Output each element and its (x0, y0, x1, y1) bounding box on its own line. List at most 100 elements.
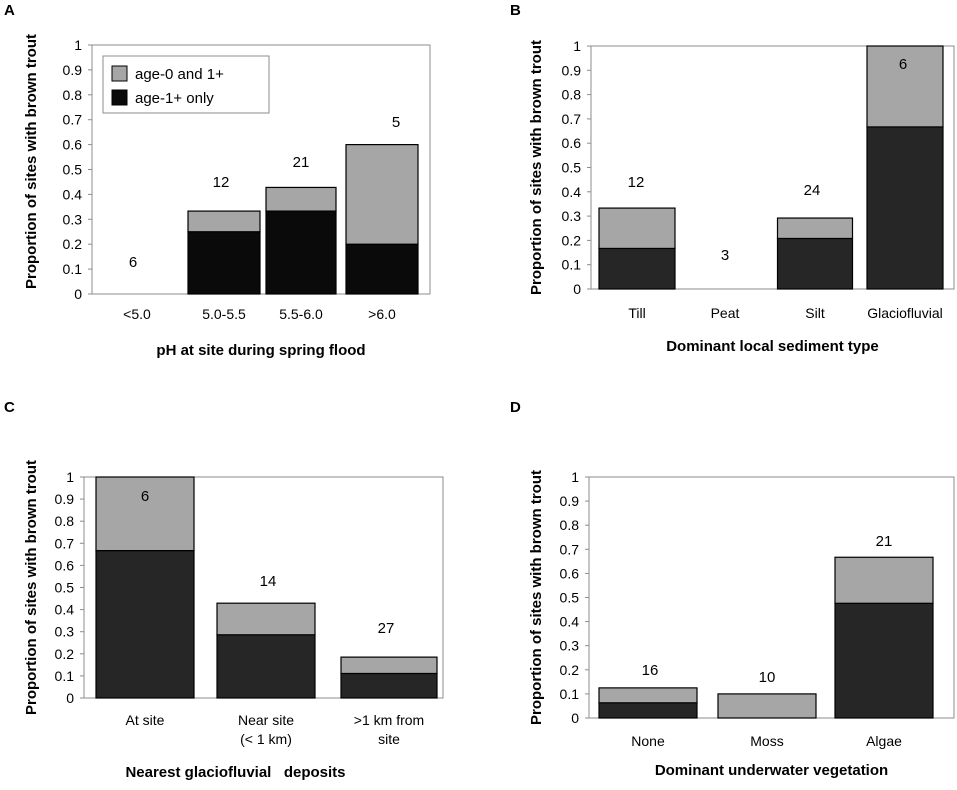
bar-segment-age-0-and-1- (95, 476, 195, 552)
y-tick-label: 0.7 (560, 541, 580, 557)
count-label: 21 (876, 533, 893, 550)
bar-segment-age-1-only (187, 231, 261, 295)
y-tick-label: 0.8 (560, 517, 580, 533)
y-tick-label: 0.4 (562, 184, 582, 200)
y-tick-label: 0.9 (63, 62, 83, 78)
panel-a: A 0 0.1 0.2 0.3 0.4 0.5 0.6 0.7 0.8 0.9 1 <5.0 6 5.0-5… (4, 2, 431, 359)
legend-swatch (111, 89, 128, 106)
y-tick-label: 0.1 (63, 261, 83, 277)
y-tick-label: 1 (573, 38, 581, 54)
count-label: 14 (260, 573, 277, 590)
y-axis-title: Proportion of sites with brown trout (528, 470, 545, 725)
y-tick-label: 0.7 (63, 112, 83, 128)
panel-letter: A (4, 2, 15, 19)
y-tick-label: 0.5 (55, 580, 75, 596)
x-axis-title: Nearest glaciofluvial deposits (125, 764, 345, 781)
x-tick-label: Glaciofluvial (867, 305, 942, 321)
panel-letter: C (4, 399, 15, 416)
y-tick-label: 0.6 (55, 557, 75, 573)
count-label: 5 (392, 114, 400, 131)
y-tick-label: 0.7 (55, 535, 75, 551)
count-label: 24 (804, 182, 821, 199)
legend-box (102, 55, 270, 114)
x-tick-label: 5.5-6.0 (279, 306, 323, 322)
y-tick-label: 0.2 (560, 662, 580, 678)
count-label: 27 (378, 620, 395, 637)
y-tick-label: 0 (74, 286, 82, 302)
bar-segment-age-1-only (776, 237, 854, 290)
y-tick-label: 0.6 (560, 565, 580, 581)
x-tick-label: Moss (750, 733, 783, 749)
y-tick-label: 0.4 (63, 186, 83, 202)
bar-segment-age-1-only (866, 126, 944, 290)
bar-segment-age-0-and-1- (598, 687, 698, 704)
bar-segment-age-0-and-1- (598, 207, 676, 250)
x-tick-label: 5.0-5.5 (202, 306, 246, 322)
y-axis-title: Proportion of sites with brown trout (23, 460, 40, 715)
bar-segment-age-0-and-1- (187, 210, 261, 233)
y-tick-label: 0.6 (63, 137, 83, 153)
x-axis-title: pH at site during spring flood (156, 342, 365, 359)
x-tick-label: >1 km from site (354, 712, 424, 747)
y-tick-label: 0.4 (55, 602, 75, 618)
count-label: 12 (213, 174, 230, 191)
bar-segment-age-1-only (345, 243, 419, 295)
count-label: 12 (628, 174, 645, 191)
y-tick-label: 1 (74, 37, 82, 53)
bar-segment-age-1-only (598, 247, 676, 290)
bar-segment-age-0-and-1- (776, 217, 854, 240)
x-tick-label: Till (628, 305, 645, 321)
panel-letter: D (510, 399, 521, 416)
bar-segment-age-1-only (216, 634, 316, 699)
y-tick-label: 0.3 (63, 211, 83, 227)
y-axis-title: Proportion of sites with brown trout (23, 34, 40, 289)
x-tick-label: <5.0 (123, 306, 151, 322)
y-tick-label: 0.8 (562, 87, 582, 103)
panel-letter: B (510, 2, 521, 19)
y-tick-label: 0 (573, 281, 581, 297)
y-tick-label: 0.9 (55, 491, 75, 507)
x-tick-label: >6.0 (368, 306, 396, 322)
y-tick-label: 0.2 (55, 646, 75, 662)
bar-segment-age-0-and-1- (717, 693, 817, 719)
panel-c: C 0 0.1 0.2 0.3 0.4 0.5 0.6 0.7 0.8 0.9 1 At site 6 Ne… (4, 399, 444, 781)
y-tick-label: 0.1 (560, 686, 580, 702)
y-tick-label: 0.6 (562, 135, 582, 151)
bar-segment-age-0-and-1- (345, 144, 419, 245)
legend-label: age-1+ only (135, 90, 214, 107)
y-tick-label: 0.5 (63, 162, 83, 178)
bar-segment-age-0-and-1- (866, 45, 944, 128)
y-tick-label: 1 (66, 469, 74, 485)
legend: age-0 and 1+ age-1+ only (102, 55, 270, 114)
bar-segment-age-1-only (834, 602, 934, 719)
bar-segment-age-1-only (265, 210, 337, 295)
panel-d: D 0 0.1 0.2 0.3 0.4 0.5 0.6 0.7 0.8 0.9 1 None 16 Moss… (510, 399, 955, 779)
x-tick-label: Peat (711, 305, 740, 321)
y-axis-title: Proportion of sites with brown trout (528, 40, 545, 295)
y-tick-label: 0 (66, 690, 74, 706)
y-tick-label: 0 (571, 710, 579, 726)
bar-segment-age-0-and-1- (340, 656, 438, 675)
count-label: 10 (759, 669, 776, 686)
bar-segment-age-0-and-1- (834, 556, 934, 604)
count-label: 16 (642, 662, 659, 679)
x-axis-title: Dominant underwater vegetation (655, 762, 888, 779)
x-tick-label: None (631, 733, 665, 749)
x-tick-label: At site (126, 712, 165, 728)
y-tick-label: 0.9 (560, 493, 580, 509)
y-tick-label: 0.4 (560, 614, 580, 630)
bar-segment-age-1-only (340, 672, 438, 699)
y-tick-label: 0.3 (560, 638, 580, 654)
y-tick-label: 0.2 (562, 232, 582, 248)
y-tick-label: 0.9 (562, 62, 582, 78)
panel-b: B 0 0.1 0.2 0.3 0.4 0.5 0.6 0.7 0.8 0.9 1 Till 12 Peat… (510, 2, 955, 355)
y-tick-label: 0.5 (560, 590, 580, 606)
bar-segment-age-1-only (598, 702, 698, 719)
y-tick-label: 0.7 (562, 111, 582, 127)
y-tick-label: 0.1 (562, 257, 582, 273)
y-tick-label: 0.5 (562, 160, 582, 176)
bar-segment-age-1-only (95, 549, 195, 699)
count-label: 6 (129, 254, 137, 271)
count-label: 6 (899, 56, 907, 73)
